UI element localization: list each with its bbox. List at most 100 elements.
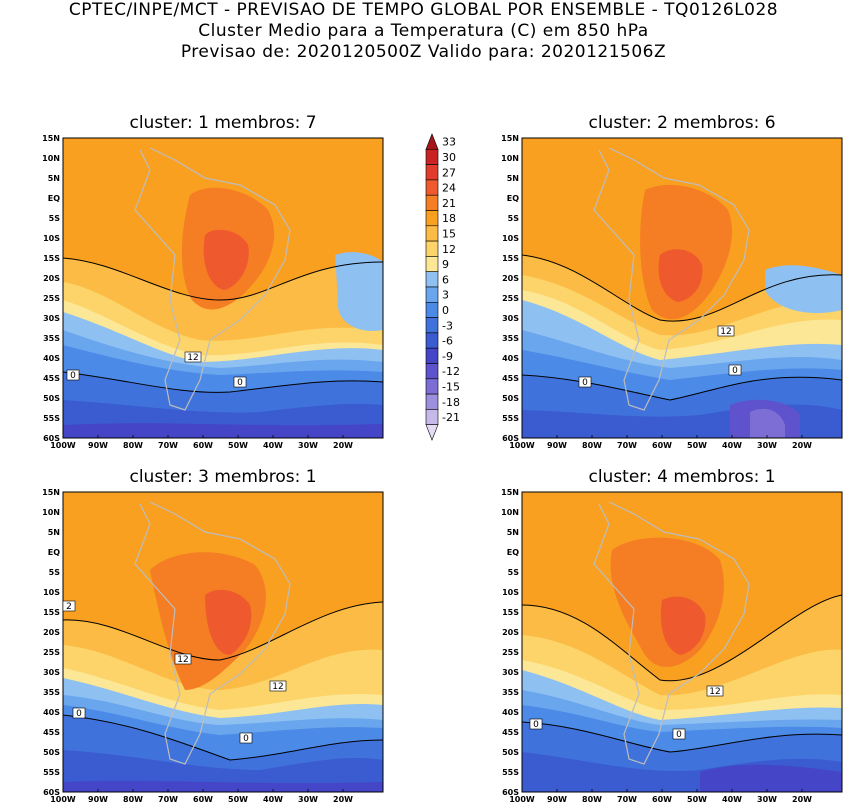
lat-tick-label: 35S [43,334,60,343]
lat-tick-label: 15N [42,134,60,143]
panel-title-cluster-1: cluster: 1 membros: 7 [129,113,317,133]
lon-tick-label: 20W [333,441,353,450]
lon-tick-label: 40W [263,441,283,450]
lat-tick-label: 45S [502,728,519,737]
figure-title-line-1: CPTEC/INPE/MCT - PREVISAO DE TEMPO GLOBA… [68,0,779,20]
lon-tick-label: 60W [193,795,213,803]
contour-label: 0 [533,720,539,730]
colorbar-swatch [425,347,439,364]
lat-tick-label: 10S [502,234,519,243]
colorbar-swatch [425,378,439,395]
lon-tick-label: 70W [158,441,178,450]
lat-tick-label: 30S [43,314,60,323]
lon-tick-label: 70W [617,795,637,803]
lon-tick-label: 90W [88,441,108,450]
lon-tick-label: 30W [757,441,777,450]
lat-tick-label: 30S [502,668,519,677]
colorbar-label: 30 [442,151,456,164]
lat-tick-label: 40S [43,354,60,363]
lat-tick-label: 25S [502,294,519,303]
colorbar-label: 24 [442,182,456,195]
colorbar-label: 3 [442,289,449,302]
lat-tick-label: 50S [502,394,519,403]
colorbar-swatch [425,409,439,425]
contour-label: 0 [676,730,682,740]
contour-label: 0 [243,734,249,744]
lat-tick-label: 55S [43,414,60,423]
lon-tick-label: 20W [792,795,812,803]
lon-tick-label: 50W [228,441,248,450]
lat-tick-label: 60S [43,434,60,443]
panel-title-cluster-2: cluster: 2 membros: 6 [588,113,776,133]
lon-tick-label: 80W [582,441,602,450]
lat-tick-label: 25S [502,648,519,657]
lon-tick-label: 80W [582,795,602,803]
lat-tick-label: EQ [507,548,519,557]
colorbar-swatch [425,164,439,181]
lat-tick-label: 20S [43,274,60,283]
lon-tick-label: 100W [50,795,76,803]
lat-tick-label: 5S [49,568,61,577]
colorbar-swatch [425,317,439,334]
lat-tick-label: 40S [502,708,519,717]
lat-tick-label: 10S [43,588,60,597]
lon-tick-label: 20W [333,795,353,803]
lon-tick-label: 50W [687,441,707,450]
colorbar-label: 15 [442,227,456,240]
colorbar-swatch [425,179,439,196]
lon-tick-label: 60W [193,441,213,450]
lon-tick-label: 30W [298,441,318,450]
lat-tick-label: 15N [501,488,519,497]
colorbar-label: 27 [442,166,456,179]
colorbar-label: -3 [442,319,453,332]
lon-tick-label: 60W [652,441,672,450]
lat-tick-label: 35S [502,334,519,343]
lat-tick-label: 30S [502,314,519,323]
contour-label: 0 [76,709,82,719]
lat-tick-label: 50S [43,394,60,403]
lat-tick-label: 15N [42,488,60,497]
coastline [134,147,291,411]
colorbar-swatch [425,424,439,441]
lon-tick-label: 70W [158,795,178,803]
contour-label: 0 [70,371,76,381]
lon-tick-label: 40W [722,441,742,450]
lat-tick-label: 30S [43,668,60,677]
colorbar-swatch [425,271,439,288]
lon-tick-label: 50W [228,795,248,803]
lat-tick-label: EQ [507,194,519,203]
colorbar-swatch [425,286,439,303]
colorbar-swatch [425,256,439,272]
lat-tick-label: 20S [502,274,519,283]
contour-label: 2 [66,602,72,612]
lon-tick-label: 60W [652,795,672,803]
lat-tick-label: 25S [43,294,60,303]
colorbar-label: 6 [442,273,449,286]
figure-title-line-2: Cluster Medio para a Temperatura (C) em … [198,21,649,41]
lat-tick-label: 55S [502,768,519,777]
colorbar-label: 12 [442,243,456,256]
lat-tick-label: 15S [43,608,60,617]
lat-tick-label: 15S [502,608,519,617]
lat-tick-label: 15S [43,254,60,263]
colorbar-label: 9 [442,258,449,271]
lat-tick-label: 5S [508,568,520,577]
lat-tick-label: 45S [502,374,519,383]
contour-label: 0 [237,378,243,388]
lat-tick-label: 45S [43,728,60,737]
lat-tick-label: 50S [502,748,519,757]
colorbar-label: -15 [442,380,460,393]
contour-label: 12 [177,655,188,665]
lat-tick-label: 10N [42,508,60,517]
lat-tick-label: 5S [508,214,520,223]
lat-tick-label: 5N [507,174,519,183]
colorbar-swatch [425,332,439,349]
lon-tick-label: 100W [509,441,535,450]
lat-tick-label: 60S [43,788,60,797]
lat-tick-label: 5N [507,528,519,537]
colorbar-label: -9 [442,350,453,363]
lon-tick-label: 40W [722,795,742,803]
map-panel-cluster-3 [63,492,383,792]
colorbar-label: 18 [442,212,456,225]
